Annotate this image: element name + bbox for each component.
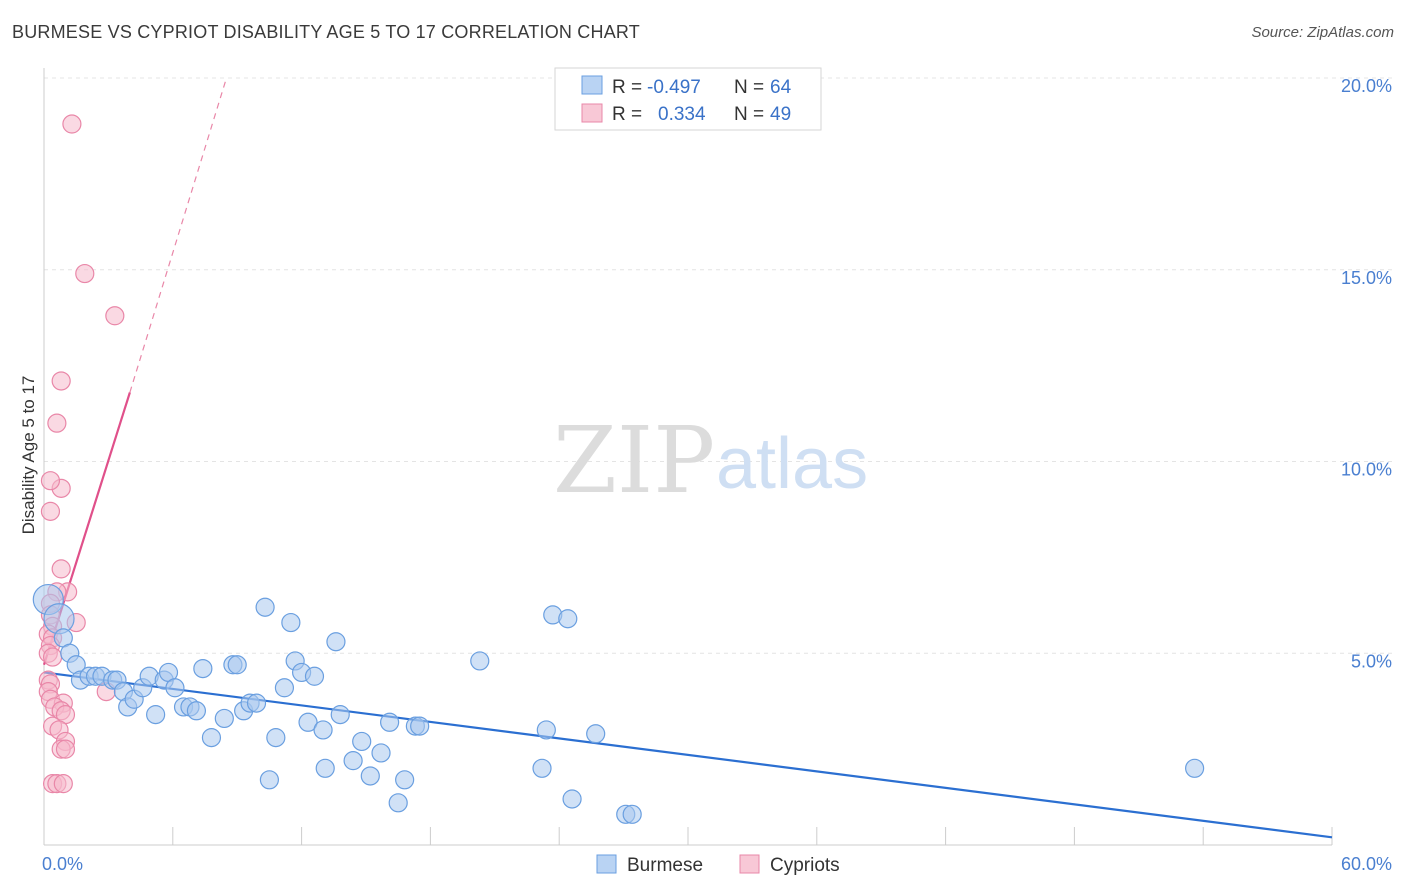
point-burmese-25 bbox=[214, 708, 234, 729]
point-burmese-45 bbox=[352, 731, 372, 752]
grid-layer bbox=[44, 77, 1392, 654]
watermark-zip: ZIP bbox=[553, 407, 715, 514]
point-cypriot-1 bbox=[75, 263, 95, 284]
point-burmese-40 bbox=[313, 720, 333, 740]
point-burmese-54 bbox=[532, 758, 552, 778]
x-tick-label-1: 60.0% bbox=[1341, 854, 1392, 874]
top-legend: R = -0.497 N = 64 R = 0.334 N = 49 bbox=[554, 67, 822, 131]
legend-n-label-cypriot: N = bbox=[734, 104, 764, 125]
point-burmese-59 bbox=[586, 724, 606, 744]
point-burmese-55 bbox=[536, 720, 556, 740]
point-burmese-23 bbox=[193, 658, 213, 679]
axes-layer bbox=[43, 68, 1333, 846]
point-burmese-61 bbox=[622, 804, 642, 824]
ticks-layer: 5.0% 10.0% 15.0% 20.0% 0.0% 60.0% bbox=[42, 76, 1392, 874]
trend-line-burmese bbox=[43, 671, 1333, 839]
chart-title: BURMESE VS CYPRIOT DISABILITY AGE 5 TO 1… bbox=[12, 22, 640, 42]
trend-extension-cypriot bbox=[129, 77, 228, 393]
legend-swatch-burmese bbox=[581, 75, 603, 95]
bottom-legend: Burmese Cypriots bbox=[596, 854, 840, 876]
point-burmese-31 bbox=[255, 597, 275, 617]
point-burmese-33 bbox=[266, 728, 286, 748]
point-cypriot-4 bbox=[47, 413, 67, 433]
points-layer bbox=[32, 114, 1205, 824]
point-burmese-50 bbox=[395, 770, 415, 790]
point-cypriot-32 bbox=[55, 739, 76, 759]
chart-source: Source: ZipAtlas.com bbox=[1251, 24, 1394, 41]
bottom-legend-label-burmese: Burmese bbox=[627, 855, 703, 876]
point-burmese-58 bbox=[562, 789, 582, 809]
point-burmese-32 bbox=[259, 770, 279, 790]
point-cypriot-2 bbox=[105, 306, 125, 326]
point-burmese-44 bbox=[343, 751, 363, 771]
point-cypriot-35 bbox=[53, 774, 73, 794]
point-burmese-47 bbox=[371, 743, 391, 763]
point-burmese-35 bbox=[281, 612, 301, 633]
point-cypriot-3 bbox=[51, 371, 71, 391]
point-cypriot-6 bbox=[40, 471, 61, 491]
y-tick-label-2: 15.0% bbox=[1341, 268, 1392, 288]
point-cypriot-0 bbox=[62, 114, 82, 134]
point-burmese-57 bbox=[558, 609, 578, 629]
bottom-legend-swatch-burmese bbox=[596, 854, 617, 874]
point-burmese-46 bbox=[360, 766, 380, 786]
legend-r-value-cypriot: 0.334 bbox=[658, 104, 706, 125]
bottom-legend-swatch-cypriot bbox=[739, 854, 760, 874]
point-burmese-34 bbox=[274, 678, 295, 698]
point-burmese-52 bbox=[410, 716, 430, 736]
point-burmese-42 bbox=[326, 632, 346, 652]
point-burmese-62 bbox=[1185, 758, 1205, 778]
legend-r-label-cypriot: R = bbox=[612, 104, 642, 125]
legend-n-value-burmese: 64 bbox=[770, 77, 792, 98]
y-tick-label-0: 5.0% bbox=[1351, 651, 1392, 671]
watermark-atlas: atlas bbox=[716, 424, 868, 504]
legend-r-value-burmese: -0.497 bbox=[647, 77, 701, 98]
point-burmese-16 bbox=[146, 705, 166, 725]
point-burmese-39 bbox=[304, 666, 325, 686]
point-burmese-1 bbox=[43, 603, 75, 635]
y-axis-label: Disability Age 5 to 17 bbox=[19, 376, 38, 535]
point-burmese-38 bbox=[298, 712, 318, 732]
point-burmese-53 bbox=[470, 651, 490, 671]
legend-n-label-burmese: N = bbox=[734, 77, 764, 98]
bottom-legend-label-cypriot: Cypriots bbox=[770, 855, 840, 876]
legend-swatch-cypriot bbox=[581, 103, 603, 123]
point-cypriot-7 bbox=[40, 501, 61, 521]
point-burmese-43 bbox=[330, 705, 350, 725]
point-cypriot-19 bbox=[42, 647, 63, 667]
point-burmese-30 bbox=[246, 693, 267, 713]
legend-r-label-burmese: R = bbox=[612, 77, 642, 98]
y-tick-label-1: 10.0% bbox=[1341, 460, 1392, 480]
y-tick-label-3: 20.0% bbox=[1341, 76, 1392, 96]
point-burmese-41 bbox=[315, 758, 335, 778]
point-burmese-27 bbox=[227, 655, 247, 675]
point-burmese-24 bbox=[201, 728, 222, 748]
point-burmese-19 bbox=[165, 678, 185, 698]
watermark: ZIP atlas bbox=[553, 407, 868, 514]
point-burmese-49 bbox=[388, 793, 408, 813]
point-burmese-48 bbox=[380, 712, 400, 732]
x-tick-label-0: 0.0% bbox=[42, 854, 83, 874]
point-cypriot-8 bbox=[51, 559, 71, 579]
legend-n-value-cypriot: 49 bbox=[770, 104, 791, 125]
point-burmese-22 bbox=[186, 701, 207, 721]
